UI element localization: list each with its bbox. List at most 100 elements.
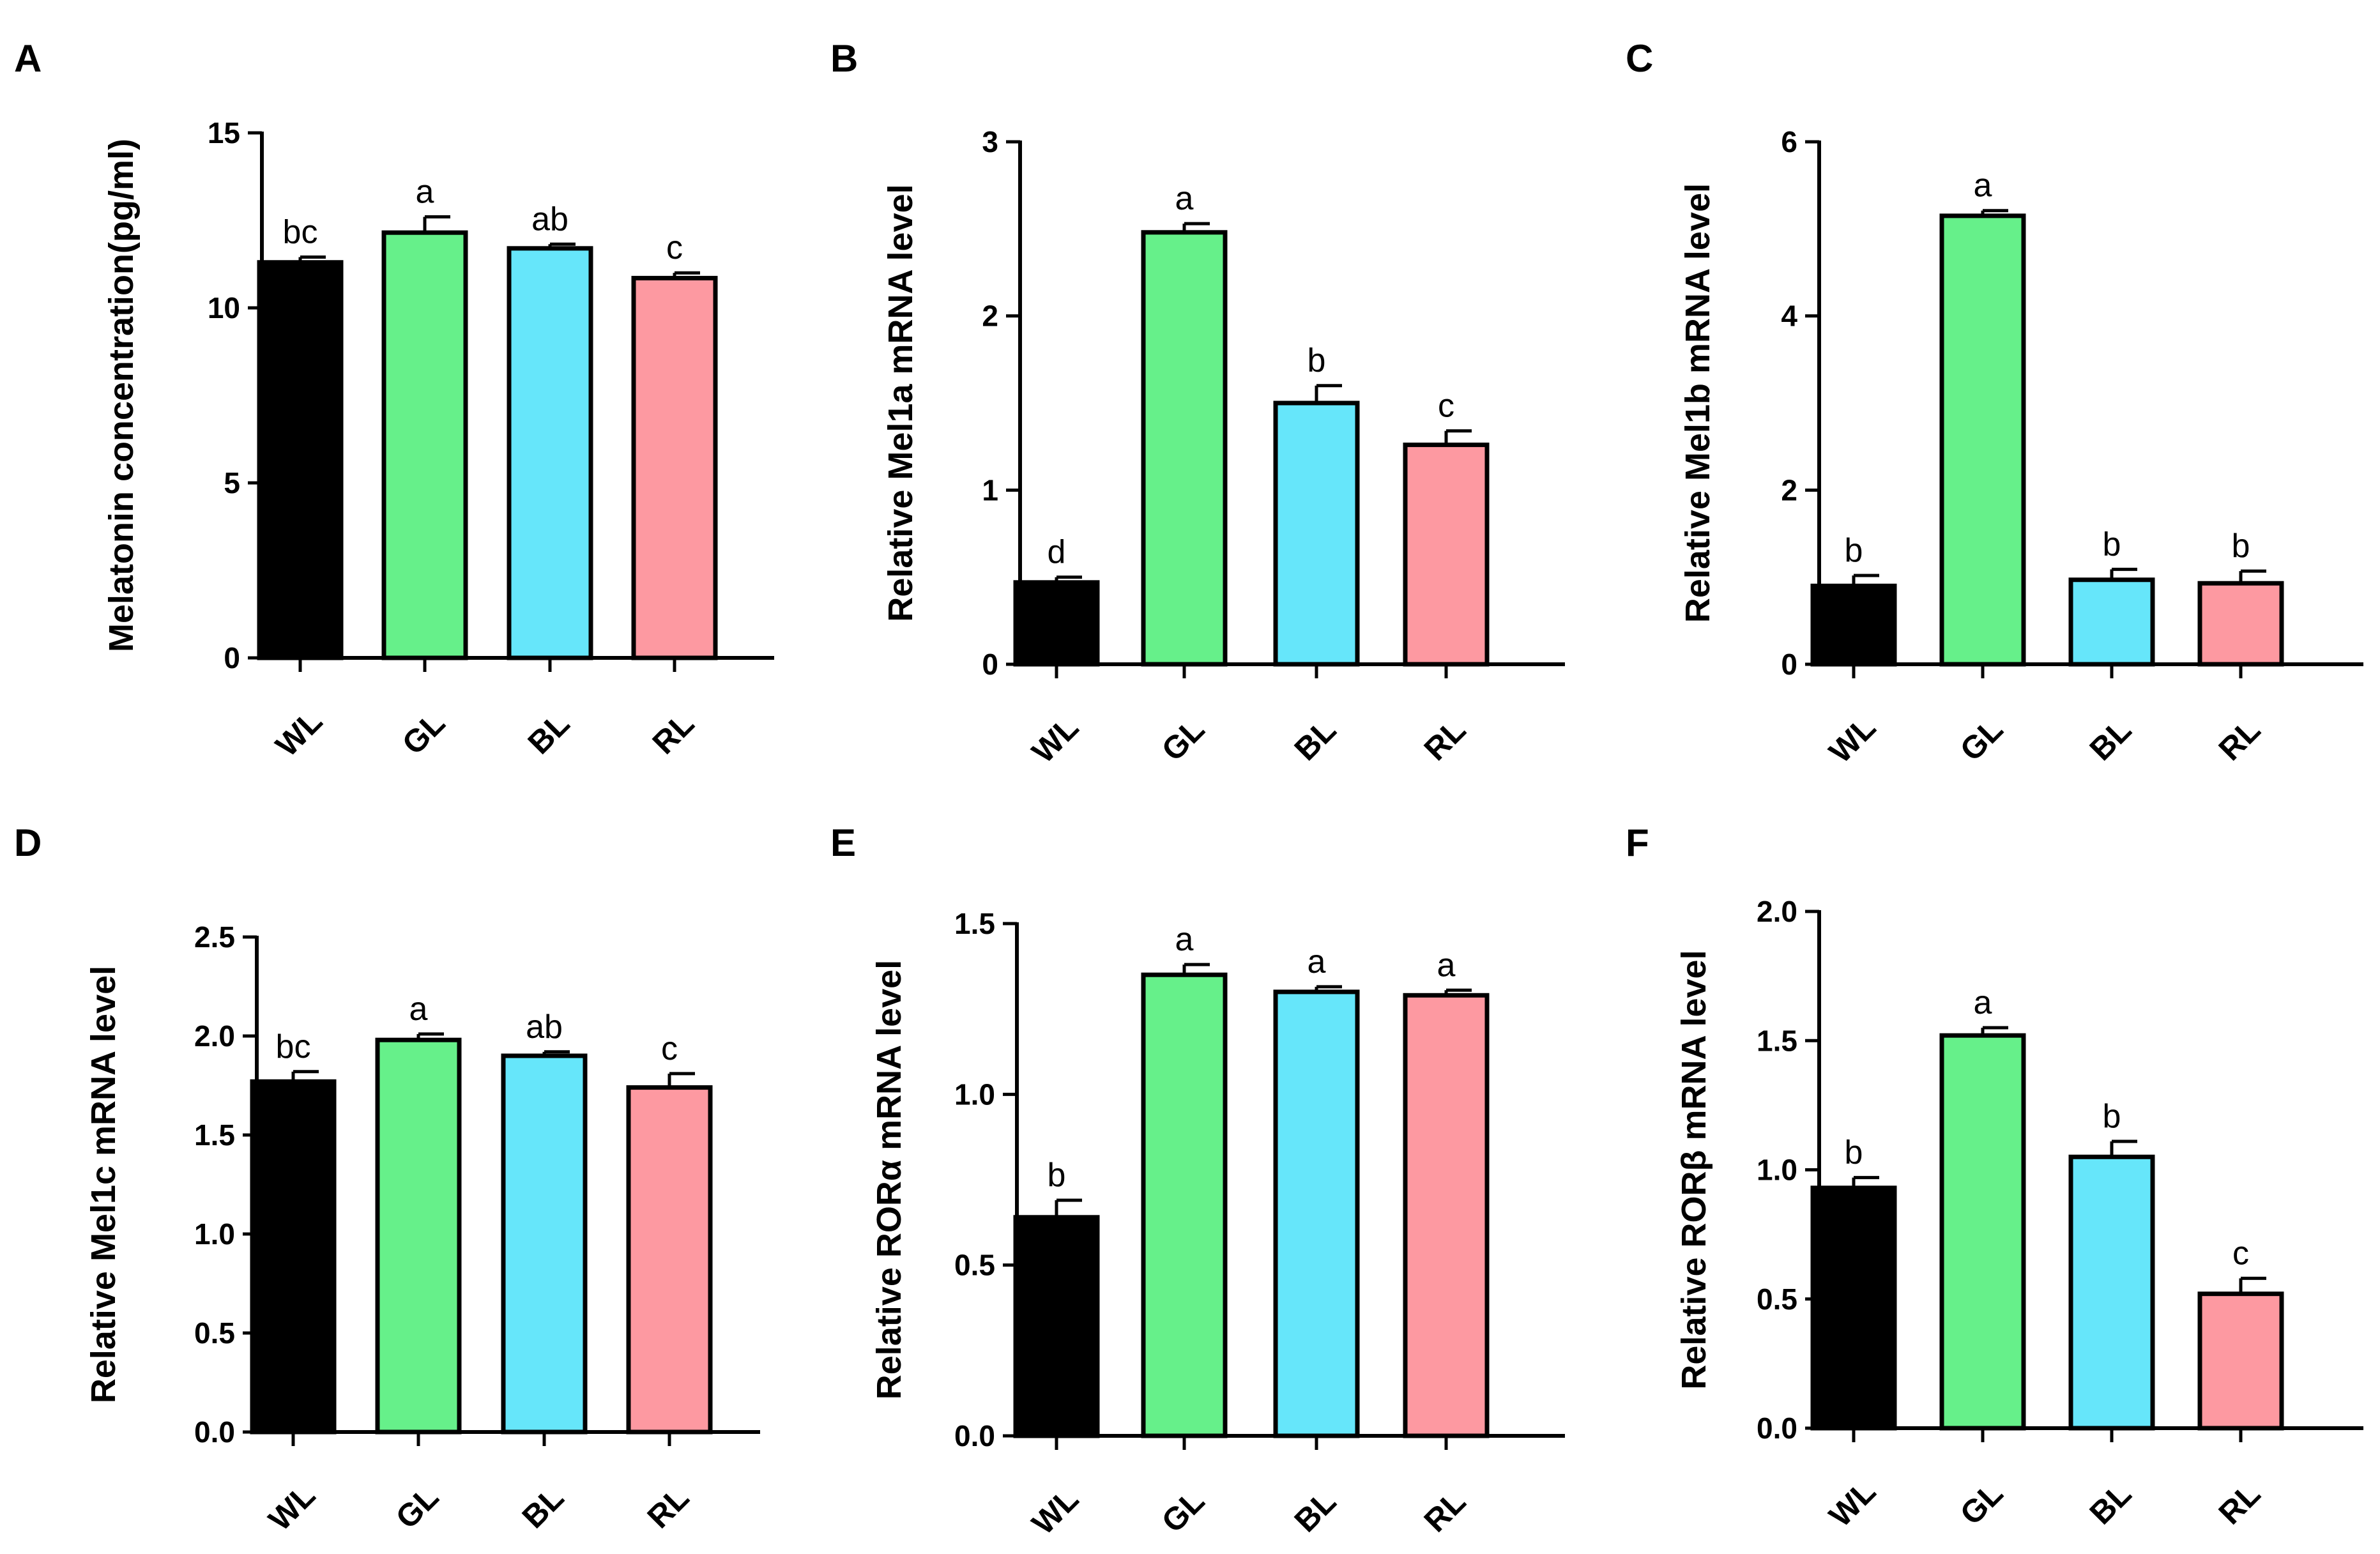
y-axis-label: Relative RORβ mRNA level	[1675, 950, 1713, 1389]
bar-wl	[1013, 580, 1100, 667]
bar-gl	[375, 1037, 462, 1435]
significance-label: bc	[276, 1028, 311, 1065]
significance-label: ab	[531, 201, 568, 238]
y-tick-label: 0.0	[954, 1419, 995, 1452]
bar-rl	[631, 275, 718, 660]
x-tick-label-bl: BL	[2083, 1476, 2139, 1532]
panel-f: F Relative RORβ mRNA level 0.0 0.5 1.0 1.5 2.0…	[1626, 821, 2363, 1534]
significance-label: b	[1048, 1157, 1066, 1194]
x-tick-label-wl: WL	[1025, 710, 1086, 770]
significance-label: bc	[283, 214, 318, 251]
bar-gl	[1939, 213, 2026, 667]
x-tick-label-bl: BL	[1288, 712, 1343, 768]
y-tick-label: 15	[208, 116, 240, 149]
y-tick-label: 0.0	[194, 1415, 235, 1449]
significance-label: b	[2103, 526, 2121, 563]
panel-letter: B	[830, 37, 858, 80]
y-tick-label: 1.0	[1757, 1154, 1797, 1187]
x-tick-label-wl: WL	[262, 1477, 323, 1538]
bar-bl	[501, 1053, 588, 1435]
y-tick-label: 1.5	[194, 1118, 235, 1152]
significance-label: a	[409, 991, 428, 1028]
bar-bl	[2068, 577, 2155, 667]
y-tick-label: 1.0	[954, 1078, 995, 1111]
x-tick-label-rl: RL	[1417, 1484, 1473, 1539]
y-tick-label: 0.5	[954, 1249, 995, 1282]
y-axis-label: Relative RORα mRNA level	[870, 960, 908, 1399]
y-tick-label: 2	[1781, 473, 1797, 507]
y-tick-label: 2	[982, 300, 998, 333]
panel-d: D Relative Mel1c mRNA level 0.0 0.5 1.0 1.5 2.…	[14, 821, 760, 1537]
significance-label: a	[1308, 943, 1326, 980]
x-tick-label-gl: GL	[1155, 1483, 1212, 1540]
panel-a: A Melatonin concentration(pg/ml) 0 5 10 15 bc W…	[14, 37, 774, 763]
x-tick-label-wl: WL	[1822, 710, 1883, 770]
x-tick-label-rl: RL	[1417, 712, 1473, 768]
bar-wl	[1810, 1185, 1897, 1431]
bar-gl	[1939, 1033, 2026, 1431]
significance-label: c	[1438, 388, 1454, 425]
x-tick-label-rl: RL	[641, 1480, 696, 1535]
panel-letter: A	[14, 37, 42, 80]
significance-label: c	[666, 229, 683, 266]
y-tick-label: 1	[982, 473, 998, 507]
x-tick-label-gl: GL	[389, 1479, 446, 1536]
x-tick-label-rl: RL	[2212, 712, 2268, 768]
bar-wl	[257, 260, 344, 660]
significance-label: c	[2232, 1235, 2249, 1272]
x-tick-label-bl: BL	[515, 1480, 571, 1535]
y-tick-label: 2.5	[194, 920, 235, 954]
bar-wl	[250, 1079, 337, 1435]
significance-label: a	[416, 174, 434, 211]
y-axis-label: Melatonin concentration(pg/ml)	[102, 139, 141, 652]
y-tick-label: 0.5	[194, 1316, 235, 1350]
x-tick-label-bl: BL	[1288, 1484, 1343, 1539]
significance-label: b	[2232, 528, 2250, 565]
y-tick-label: 0.0	[1757, 1412, 1797, 1445]
bar-gl	[381, 230, 468, 660]
x-tick-label-gl: GL	[1953, 712, 2010, 768]
significance-label: b	[1308, 342, 1326, 379]
bar-wl	[1810, 583, 1897, 667]
bar-gl	[1141, 972, 1228, 1438]
x-tick-label-bl: BL	[2083, 712, 2139, 768]
y-tick-label: 5	[224, 466, 240, 499]
y-tick-label: 1.5	[954, 907, 995, 940]
panel-letter: D	[14, 821, 42, 864]
x-tick-label-gl: GL	[395, 705, 452, 762]
y-axis-label: Relative Mel1c mRNA level	[84, 966, 123, 1403]
x-tick-label-gl: GL	[1953, 1475, 2010, 1532]
y-tick-label: 10	[208, 291, 240, 324]
y-tick-label: 0	[982, 648, 998, 681]
significance-label: b	[1845, 532, 1863, 569]
bar-rl	[2197, 581, 2284, 667]
x-tick-label-rl: RL	[2212, 1476, 2268, 1532]
significance-label: a	[1175, 180, 1194, 217]
x-tick-label-wl: WL	[1025, 1481, 1086, 1542]
significance-label: d	[1048, 534, 1066, 571]
x-tick-label-wl: WL	[1822, 1474, 1883, 1534]
bar-bl	[2068, 1154, 2155, 1431]
significance-label: c	[661, 1030, 678, 1067]
significance-label: b	[2103, 1098, 2121, 1135]
y-tick-label: 0.5	[1757, 1283, 1797, 1316]
significance-label: a	[1175, 921, 1194, 958]
bar-rl	[626, 1085, 713, 1435]
significance-label: ab	[526, 1009, 563, 1046]
y-tick-label: 4	[1781, 300, 1797, 333]
y-tick-label: 6	[1781, 125, 1797, 158]
panel-e: E Relative RORα mRNA level 0.0 0.5 1.0 1.5 b WL…	[830, 821, 1565, 1541]
y-tick-label: 1.0	[194, 1217, 235, 1251]
significance-label: b	[1845, 1134, 1863, 1171]
y-tick-label: 3	[982, 125, 998, 158]
y-tick-label: 0	[224, 641, 240, 674]
x-tick-label-gl: GL	[1155, 712, 1212, 768]
bar-bl	[1273, 400, 1360, 667]
y-tick-label: 2.0	[194, 1019, 235, 1053]
y-axis-label: Relative Mel1b mRNA level	[1679, 183, 1717, 623]
y-axis-label: Relative Mel1a mRNA level	[881, 184, 920, 621]
bar-wl	[1013, 1215, 1100, 1438]
x-tick-label-rl: RL	[646, 706, 701, 761]
